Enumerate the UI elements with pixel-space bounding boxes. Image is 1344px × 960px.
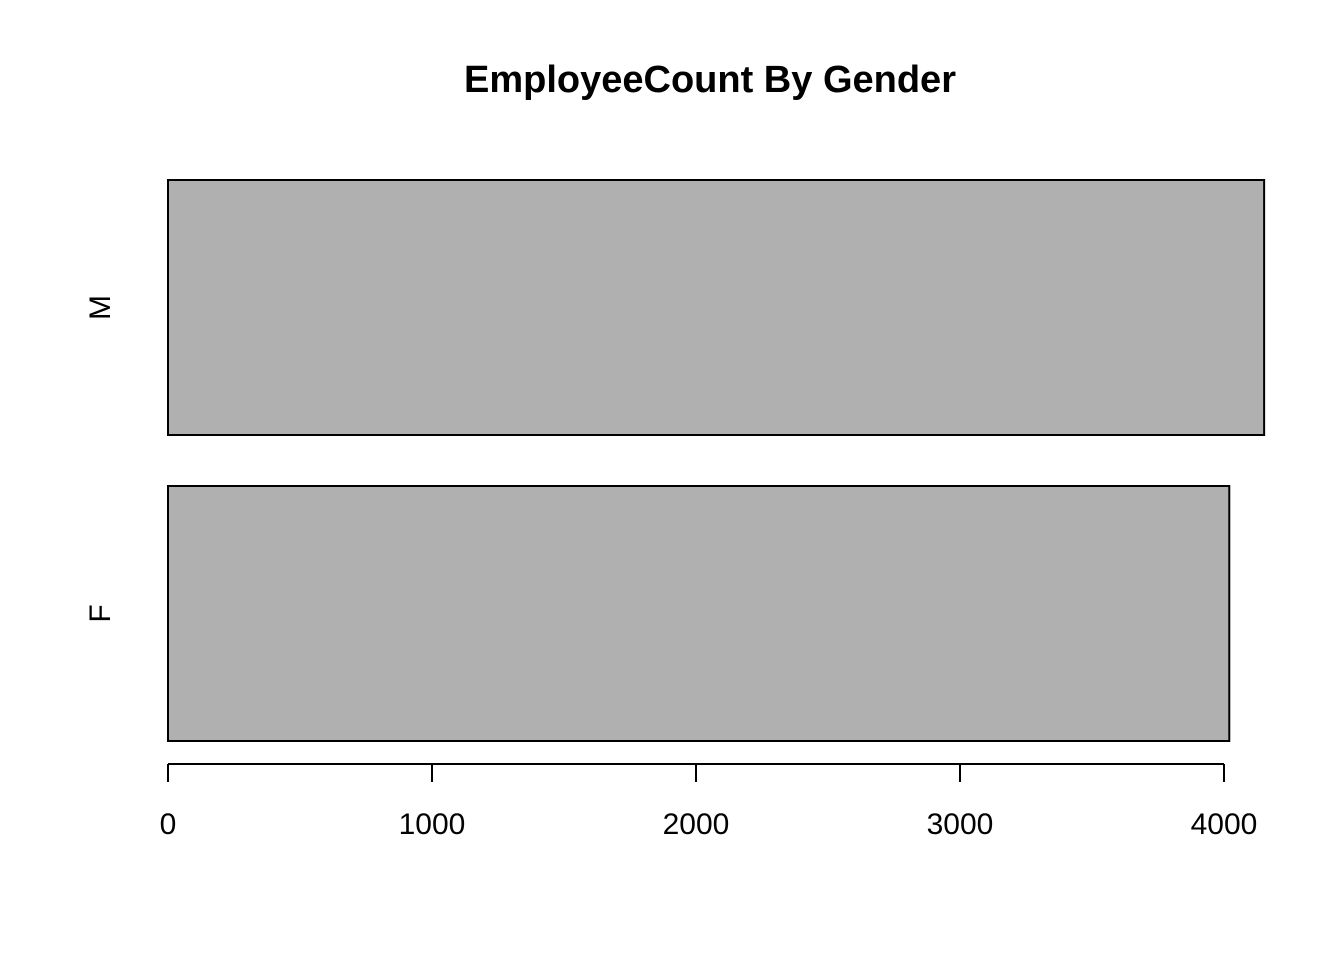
category-label-f: F — [84, 604, 117, 622]
bars-group — [167, 179, 1266, 742]
x-tick-label: 4000 — [1191, 808, 1258, 841]
x-axis: 0 1000 2000 3000 4000 — [160, 763, 1258, 841]
category-labels-group: FM — [84, 295, 117, 623]
x-tick-label: 0 — [160, 808, 177, 841]
bar-f — [167, 485, 1231, 742]
x-tick-label: 2000 — [663, 808, 730, 841]
category-label-m: M — [84, 295, 117, 320]
bar-m — [167, 179, 1266, 436]
x-tick-label: 3000 — [927, 808, 994, 841]
chart-title: EmployeeCount By Gender — [464, 59, 956, 101]
x-tick-label: 1000 — [399, 808, 466, 841]
